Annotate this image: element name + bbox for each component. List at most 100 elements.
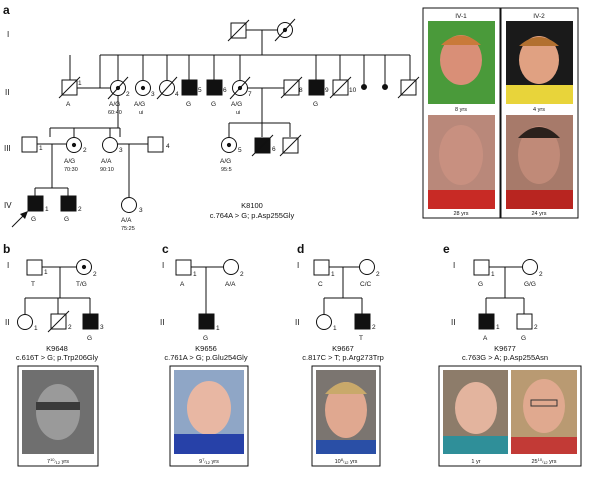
ratio-ii-2: 60:40 — [108, 110, 122, 116]
mutation-b: c.616T > G; p.Trp206Gly — [16, 353, 99, 362]
id-ii-9: 9 — [325, 87, 329, 94]
gen-label-ii: II — [295, 318, 299, 327]
genotype-ii-9: G — [313, 101, 318, 108]
genotype-iii-5: A/G — [220, 158, 231, 165]
symbol-d-ii-2 — [354, 313, 371, 330]
photo-age-iv-2-adult: 24 yrs — [532, 211, 547, 217]
symbol-e-ii-1 — [478, 313, 495, 330]
genotype-iv-3: A/A — [121, 217, 132, 224]
genotype-ii-5: G — [186, 101, 191, 108]
photo-frame-d — [311, 365, 381, 467]
ratio-iv-3: 75:25 — [121, 226, 135, 232]
symbol-c-i-1 — [175, 259, 192, 276]
mutation-a: c.764A > G; p.Asp255Gly — [210, 211, 295, 220]
symbol-d-ii-1 — [316, 314, 332, 330]
photo-frame-b — [17, 365, 99, 467]
panel-d: d I II 1 C 2 C/C 1 2 T K9667 c.817C > T;… — [295, 242, 384, 467]
id-e-ii-1: 1 — [496, 324, 500, 331]
deceased-slash — [274, 18, 296, 42]
photo-age-iv-2-child: 4 yrs — [533, 107, 545, 113]
id-b-ii-3: 3 — [100, 324, 104, 331]
symbol-iv-1 — [27, 195, 44, 212]
gen-label-i: I — [453, 261, 455, 270]
symbol-d-i-2 — [359, 259, 375, 275]
family-id-e: K9677 — [494, 344, 516, 353]
symbol-ii-9 — [308, 79, 325, 96]
photo-column-iv-1 — [422, 7, 501, 219]
id-iv-1: 1 — [45, 206, 49, 213]
id-ii-4: 4 — [175, 91, 179, 98]
gen-label-i: I — [297, 261, 299, 270]
genotype-b-ii-3: G — [87, 335, 92, 342]
id-ii-8: 8 — [299, 87, 303, 94]
photo-column-iv-2 — [500, 7, 579, 219]
id-e-i-1: 1 — [491, 271, 495, 278]
symbol-e-i-1 — [473, 259, 490, 276]
id-iii-1: 1 — [39, 145, 43, 152]
genotype-iv-1: G — [31, 216, 36, 223]
id-d-ii-2: 2 — [372, 324, 376, 331]
photo-age-iv-1-child: 8 yrs — [455, 107, 467, 113]
id-c-i-2: 2 — [240, 271, 244, 278]
symbol-e-ii-2 — [516, 313, 533, 330]
panel-e: e I II 1 G 2 G/G 1 A 2 G K9677 c.763G > … — [438, 242, 582, 467]
symbol-ii-5 — [181, 79, 198, 96]
id-iii-4: 4 — [166, 143, 170, 150]
symbol-iv-2 — [60, 195, 77, 212]
id-b-i-2: 2 — [93, 271, 97, 278]
gen-label-i: I — [7, 30, 9, 39]
family-id-c: K9656 — [195, 344, 217, 353]
symbol-iv-3 — [121, 197, 137, 213]
genotype-c-i-2: A/A — [225, 281, 236, 288]
genotype-e-i-1: G — [478, 281, 483, 288]
id-ii-10: 10 — [349, 87, 357, 94]
ratio-iii-5: 95:5 — [221, 167, 232, 173]
genotype-d-i-2: C/C — [360, 281, 372, 288]
id-d-i-2: 2 — [376, 271, 380, 278]
photo-title-iv-2: IV-2 — [533, 13, 545, 20]
note-ii-3: ui — [139, 110, 143, 116]
genotype-ii-6: G — [211, 101, 216, 108]
gen-label-iv: IV — [4, 201, 12, 210]
genotype-d-i-1: C — [318, 281, 323, 288]
genotype-iv-2: G — [64, 216, 69, 223]
miscarriage-dot — [382, 84, 388, 90]
gen-label-ii: II — [160, 318, 164, 327]
genotype-ii-1: A — [66, 101, 71, 108]
gen-ii-row — [58, 55, 420, 100]
symbol-c-ii-1 — [198, 313, 215, 330]
genotype-c-i-1: A — [180, 281, 185, 288]
symbol-b-i-1 — [26, 259, 43, 276]
photo-age-d: 108/12 yrs — [335, 457, 358, 465]
id-ii-7: 7 — [248, 91, 252, 98]
panel-a-letter: a — [3, 3, 10, 17]
panel-c: c I II 1 A 2 A/A 1 G K9656 c.761A > G; p… — [160, 242, 249, 467]
id-e-i-2: 2 — [539, 271, 543, 278]
panel-b: b I II 1 T 2 T/G 1 2 3 G K9648 c.616T > … — [3, 242, 104, 467]
genotype-b-i-2: T/G — [76, 281, 87, 288]
genotype-iii-3: A/A — [101, 158, 112, 165]
symbol-c-i-2 — [223, 259, 239, 275]
id-iii-2: 2 — [83, 147, 87, 154]
symbol-b-ii-3 — [82, 313, 99, 330]
panel-a: a I II III IV — [3, 3, 579, 232]
photo-age-b: 710/12 yrs — [47, 457, 69, 465]
gen-iv-row — [11, 144, 137, 228]
mutation-e: c.763G > A; p.Asp255Asn — [462, 353, 548, 362]
miscarriage-dot — [361, 84, 367, 90]
photo-age-c: 97/12 yrs — [199, 457, 219, 465]
proband-arrowhead — [20, 211, 28, 219]
note-ii-7: ui — [236, 110, 240, 116]
photo-title-iv-1: IV-1 — [455, 13, 467, 20]
id-ii-3: 3 — [151, 91, 155, 98]
genotype-e-ii-2: G — [521, 335, 526, 342]
id-e-ii-2: 2 — [534, 324, 538, 331]
genotype-ii-2: A/G — [109, 101, 120, 108]
gen-label-ii: II — [451, 318, 455, 327]
id-ii-1: 1 — [78, 80, 82, 87]
genotype-ii-3: A/G — [134, 101, 145, 108]
symbol-iii-3 — [102, 137, 118, 153]
id-iii-3: 3 — [119, 147, 123, 154]
id-c-i-1: 1 — [193, 271, 197, 278]
